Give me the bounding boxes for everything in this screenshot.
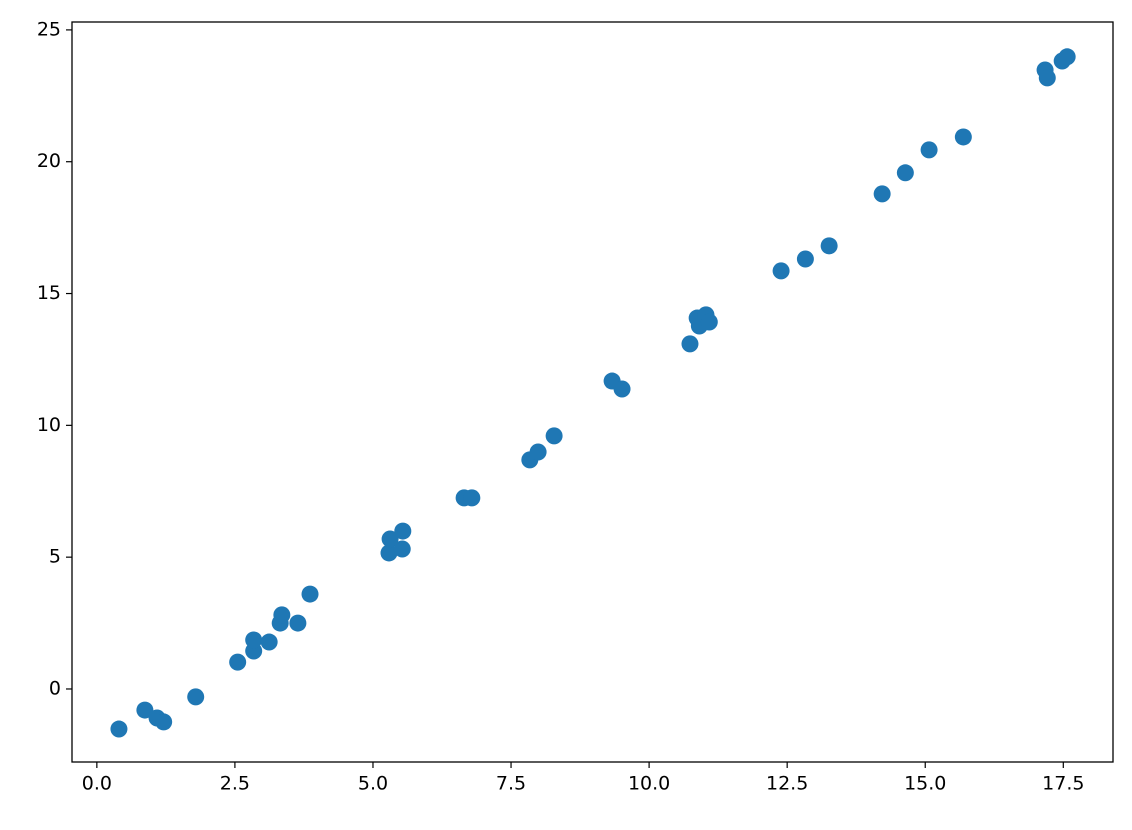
- point: [110, 720, 128, 738]
- point: [273, 606, 291, 624]
- x-tick-label: 17.5: [1042, 773, 1084, 795]
- point: [463, 489, 481, 507]
- point: [1058, 48, 1076, 66]
- point: [187, 688, 205, 706]
- y-tick-label: 25: [37, 18, 61, 40]
- point: [155, 713, 173, 731]
- point: [873, 185, 891, 203]
- y-tick-label: 5: [49, 546, 61, 568]
- x-tick-label: 2.5: [220, 773, 250, 795]
- x-tick-label: 10.0: [628, 773, 670, 795]
- point: [380, 544, 398, 562]
- x-tick-label: 15.0: [904, 773, 946, 795]
- point: [700, 313, 718, 331]
- point: [393, 540, 411, 558]
- point: [381, 530, 399, 548]
- point: [954, 128, 972, 146]
- point: [613, 380, 631, 398]
- x-tick-label: 7.5: [496, 773, 526, 795]
- x-tick-label: 12.5: [766, 773, 808, 795]
- point: [820, 237, 838, 255]
- point: [545, 427, 563, 445]
- point: [896, 164, 914, 182]
- point: [681, 335, 699, 353]
- y-tick-label: 15: [37, 282, 61, 304]
- plot-frame: [71, 21, 1114, 763]
- x-tick-label: 0.0: [82, 773, 112, 795]
- y-tick-label: 10: [37, 414, 61, 436]
- point: [920, 141, 938, 159]
- point: [289, 614, 307, 632]
- point: [394, 522, 412, 540]
- point: [529, 443, 547, 461]
- point: [301, 585, 319, 603]
- y-tick-label: 20: [37, 150, 61, 172]
- point: [136, 701, 154, 719]
- point: [229, 653, 247, 671]
- point: [245, 631, 263, 649]
- x-tick-label: 5.0: [358, 773, 388, 795]
- y-tick-label: 0: [49, 677, 61, 699]
- point: [260, 633, 278, 651]
- point: [1038, 69, 1056, 87]
- point: [772, 262, 790, 280]
- point: [796, 250, 814, 268]
